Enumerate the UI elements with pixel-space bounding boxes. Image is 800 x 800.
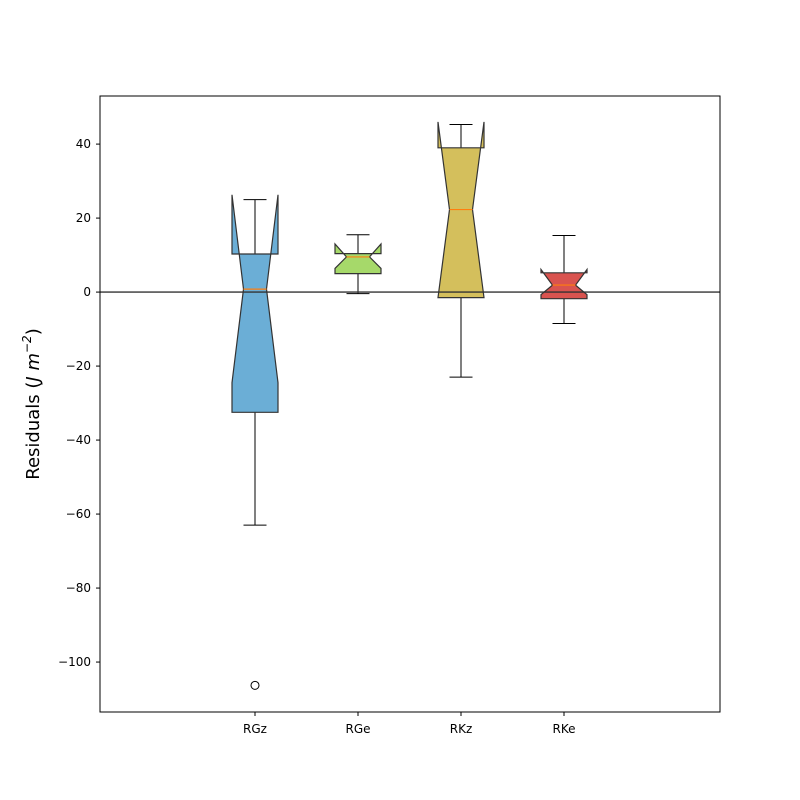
x-tick-label: RKz <box>450 722 473 736</box>
y-tick-label: −20 <box>66 359 91 373</box>
box-rgz <box>231 194 279 690</box>
box-rke <box>540 234 588 325</box>
y-tick-label: −40 <box>66 433 91 447</box>
x-tick-label: RGz <box>243 722 267 736</box>
outlier-point <box>250 680 260 690</box>
y-tick-label: −80 <box>66 581 91 595</box>
y-axis: 40 20 0 −20 −40 −60 −80 −100 <box>58 137 100 669</box>
notched-box-rke <box>540 267 588 300</box>
box-rge <box>334 234 382 295</box>
notched-box-rge <box>334 242 382 275</box>
y-tick-label: 20 <box>76 211 91 225</box>
y-tick-label: 40 <box>76 137 91 151</box>
plot-area-frame <box>99 95 721 713</box>
notched-box-rgz <box>231 194 279 413</box>
boxes-layer <box>231 121 588 690</box>
y-axis-label: Residuals (J m−2) <box>20 328 44 479</box>
box-rkz <box>437 121 485 378</box>
x-tick-label: RGe <box>345 722 370 736</box>
y-tick-label: −100 <box>58 655 91 669</box>
x-tick-label: RKe <box>553 722 576 736</box>
y-tick-label: −60 <box>66 507 91 521</box>
x-axis: RGz RGe RKz RKe <box>243 712 576 736</box>
y-tick-label: 0 <box>83 285 91 299</box>
